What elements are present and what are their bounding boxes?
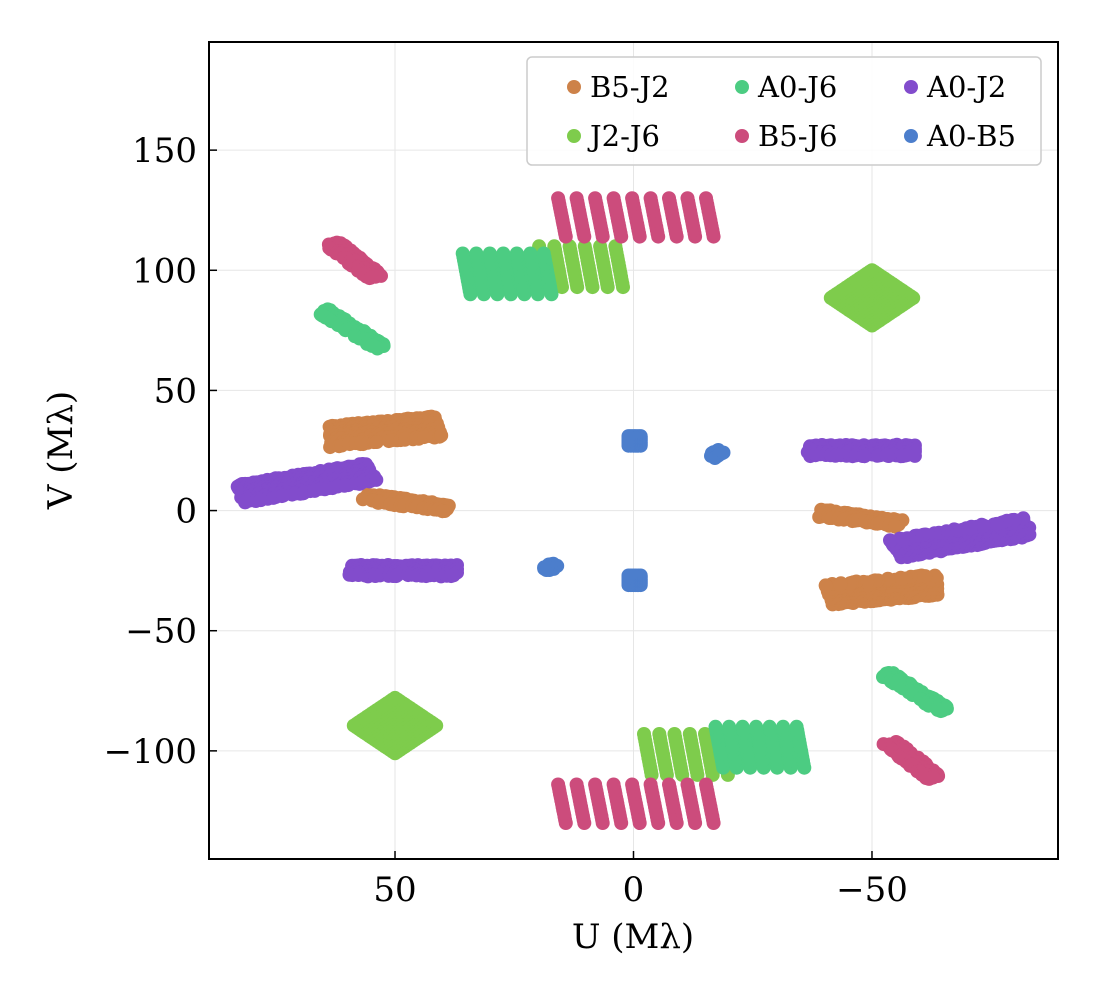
point-b5-j6 [680,191,695,206]
point-a0-b5 [621,568,636,583]
y-tick-label: 50 [154,371,197,411]
point-a0-j6 [708,719,723,734]
x-tick-label: −50 [836,870,908,910]
point-a0-j6 [509,246,524,261]
point-b5-j2 [895,571,910,586]
y-tick-label: 150 [132,131,197,171]
legend-label-b5-j2: B5-J2 [590,70,670,104]
point-a0-j2 [369,472,384,487]
point-a0-j6 [536,246,551,261]
data-points [230,191,1037,830]
legend: B5-J2 J2-J6 A0-J6 B5-J6 A0-J2 A0-B5 [526,56,1042,166]
point-b5-j6 [588,191,603,206]
point-a0-j6 [523,246,538,261]
point-j2-j6 [667,727,682,741]
point-b5-j6 [551,191,566,206]
point-b5-j6 [662,191,676,206]
point-j2-j6 [637,727,651,741]
point-a0-j6 [776,719,791,734]
y-tick-label: −100 [104,732,197,772]
point-a0-j2 [390,567,405,582]
legend-label-j2-j6: J2-J6 [587,119,660,153]
legend-marker-j2-j6 [567,129,581,143]
point-b5-j2 [819,579,833,594]
legend-label-a0-b5: A0-B5 [926,119,1016,153]
point-a0-j2 [883,533,897,548]
point-j2-j6 [865,263,879,278]
point-a0-j6 [749,719,764,734]
legend-marker-b5-j2 [567,80,581,94]
point-b5-j6 [606,777,621,792]
point-a0-j6 [789,719,804,734]
legend-label-b5-j6: B5-J6 [758,119,838,153]
point-a0-j2 [857,449,872,464]
point-b5-j6 [569,191,584,206]
legend-marker-a0-b5 [904,129,918,143]
point-b5-j6 [922,771,937,786]
point-b5-j2 [434,428,449,443]
point-a0-j2 [907,448,922,463]
point-b5-j6 [643,777,658,792]
point-b5-j6 [699,777,713,792]
point-a0-j6 [933,704,948,719]
x-tick-label: 0 [623,870,645,910]
legend-marker-a0-j2 [904,80,918,94]
point-b5-j6 [363,270,378,285]
point-a0-j6 [762,719,777,734]
point-b5-j2 [888,519,903,534]
legend-marker-b5-j6 [735,129,749,143]
point-a0-b5 [621,429,636,444]
point-a0-j6 [722,719,737,734]
y-axis-label: V (Mλ) [41,391,81,510]
y-tick-label: −50 [125,612,197,652]
point-j2-j6 [388,690,402,705]
point-a0-j2 [446,568,461,583]
point-a0-j6 [482,246,497,261]
point-b5-j6 [662,777,676,792]
point-b5-j6 [551,777,566,792]
point-b5-j2 [369,435,384,449]
y-tick-label: 0 [175,492,197,532]
point-j2-j6 [698,727,712,741]
point-b5-j2 [860,575,875,590]
point-a0-j6 [469,246,484,261]
point-a0-j6 [370,341,385,356]
axis-ticks: 50 0 −50 150 100 50 0 −50 −100 [104,131,908,910]
point-a0-b5 [537,561,552,576]
point-j2-j6 [682,727,697,741]
point-a0-j6 [735,719,750,734]
point-b5-j6 [625,777,640,792]
point-b5-j6 [588,777,603,792]
point-b5-j2 [833,577,848,592]
legend-marker-a0-j6 [735,80,749,94]
legend-label-a0-j6: A0-J6 [757,70,837,104]
point-j2-j6 [547,239,562,254]
point-b5-j6 [625,191,640,206]
point-a0-j2 [276,488,291,503]
point-b5-j6 [699,191,713,206]
point-b5-j6 [606,191,621,206]
point-a0-j6 [455,246,470,261]
point-a0-j6 [496,246,511,261]
point-b5-j6 [569,777,584,792]
point-a0-j2 [895,532,910,547]
point-b5-j6 [643,191,658,206]
point-j2-j6 [652,727,667,741]
point-a0-j2 [990,516,1004,531]
y-tick-label: 100 [132,251,197,291]
legend-label-a0-j2: A0-J2 [926,70,1006,104]
x-axis-label: U (Mλ) [572,917,694,957]
point-a0-b5 [716,445,731,460]
point-b5-j2 [435,504,450,519]
x-tick-label: 50 [373,870,416,910]
point-b5-j6 [680,777,695,792]
